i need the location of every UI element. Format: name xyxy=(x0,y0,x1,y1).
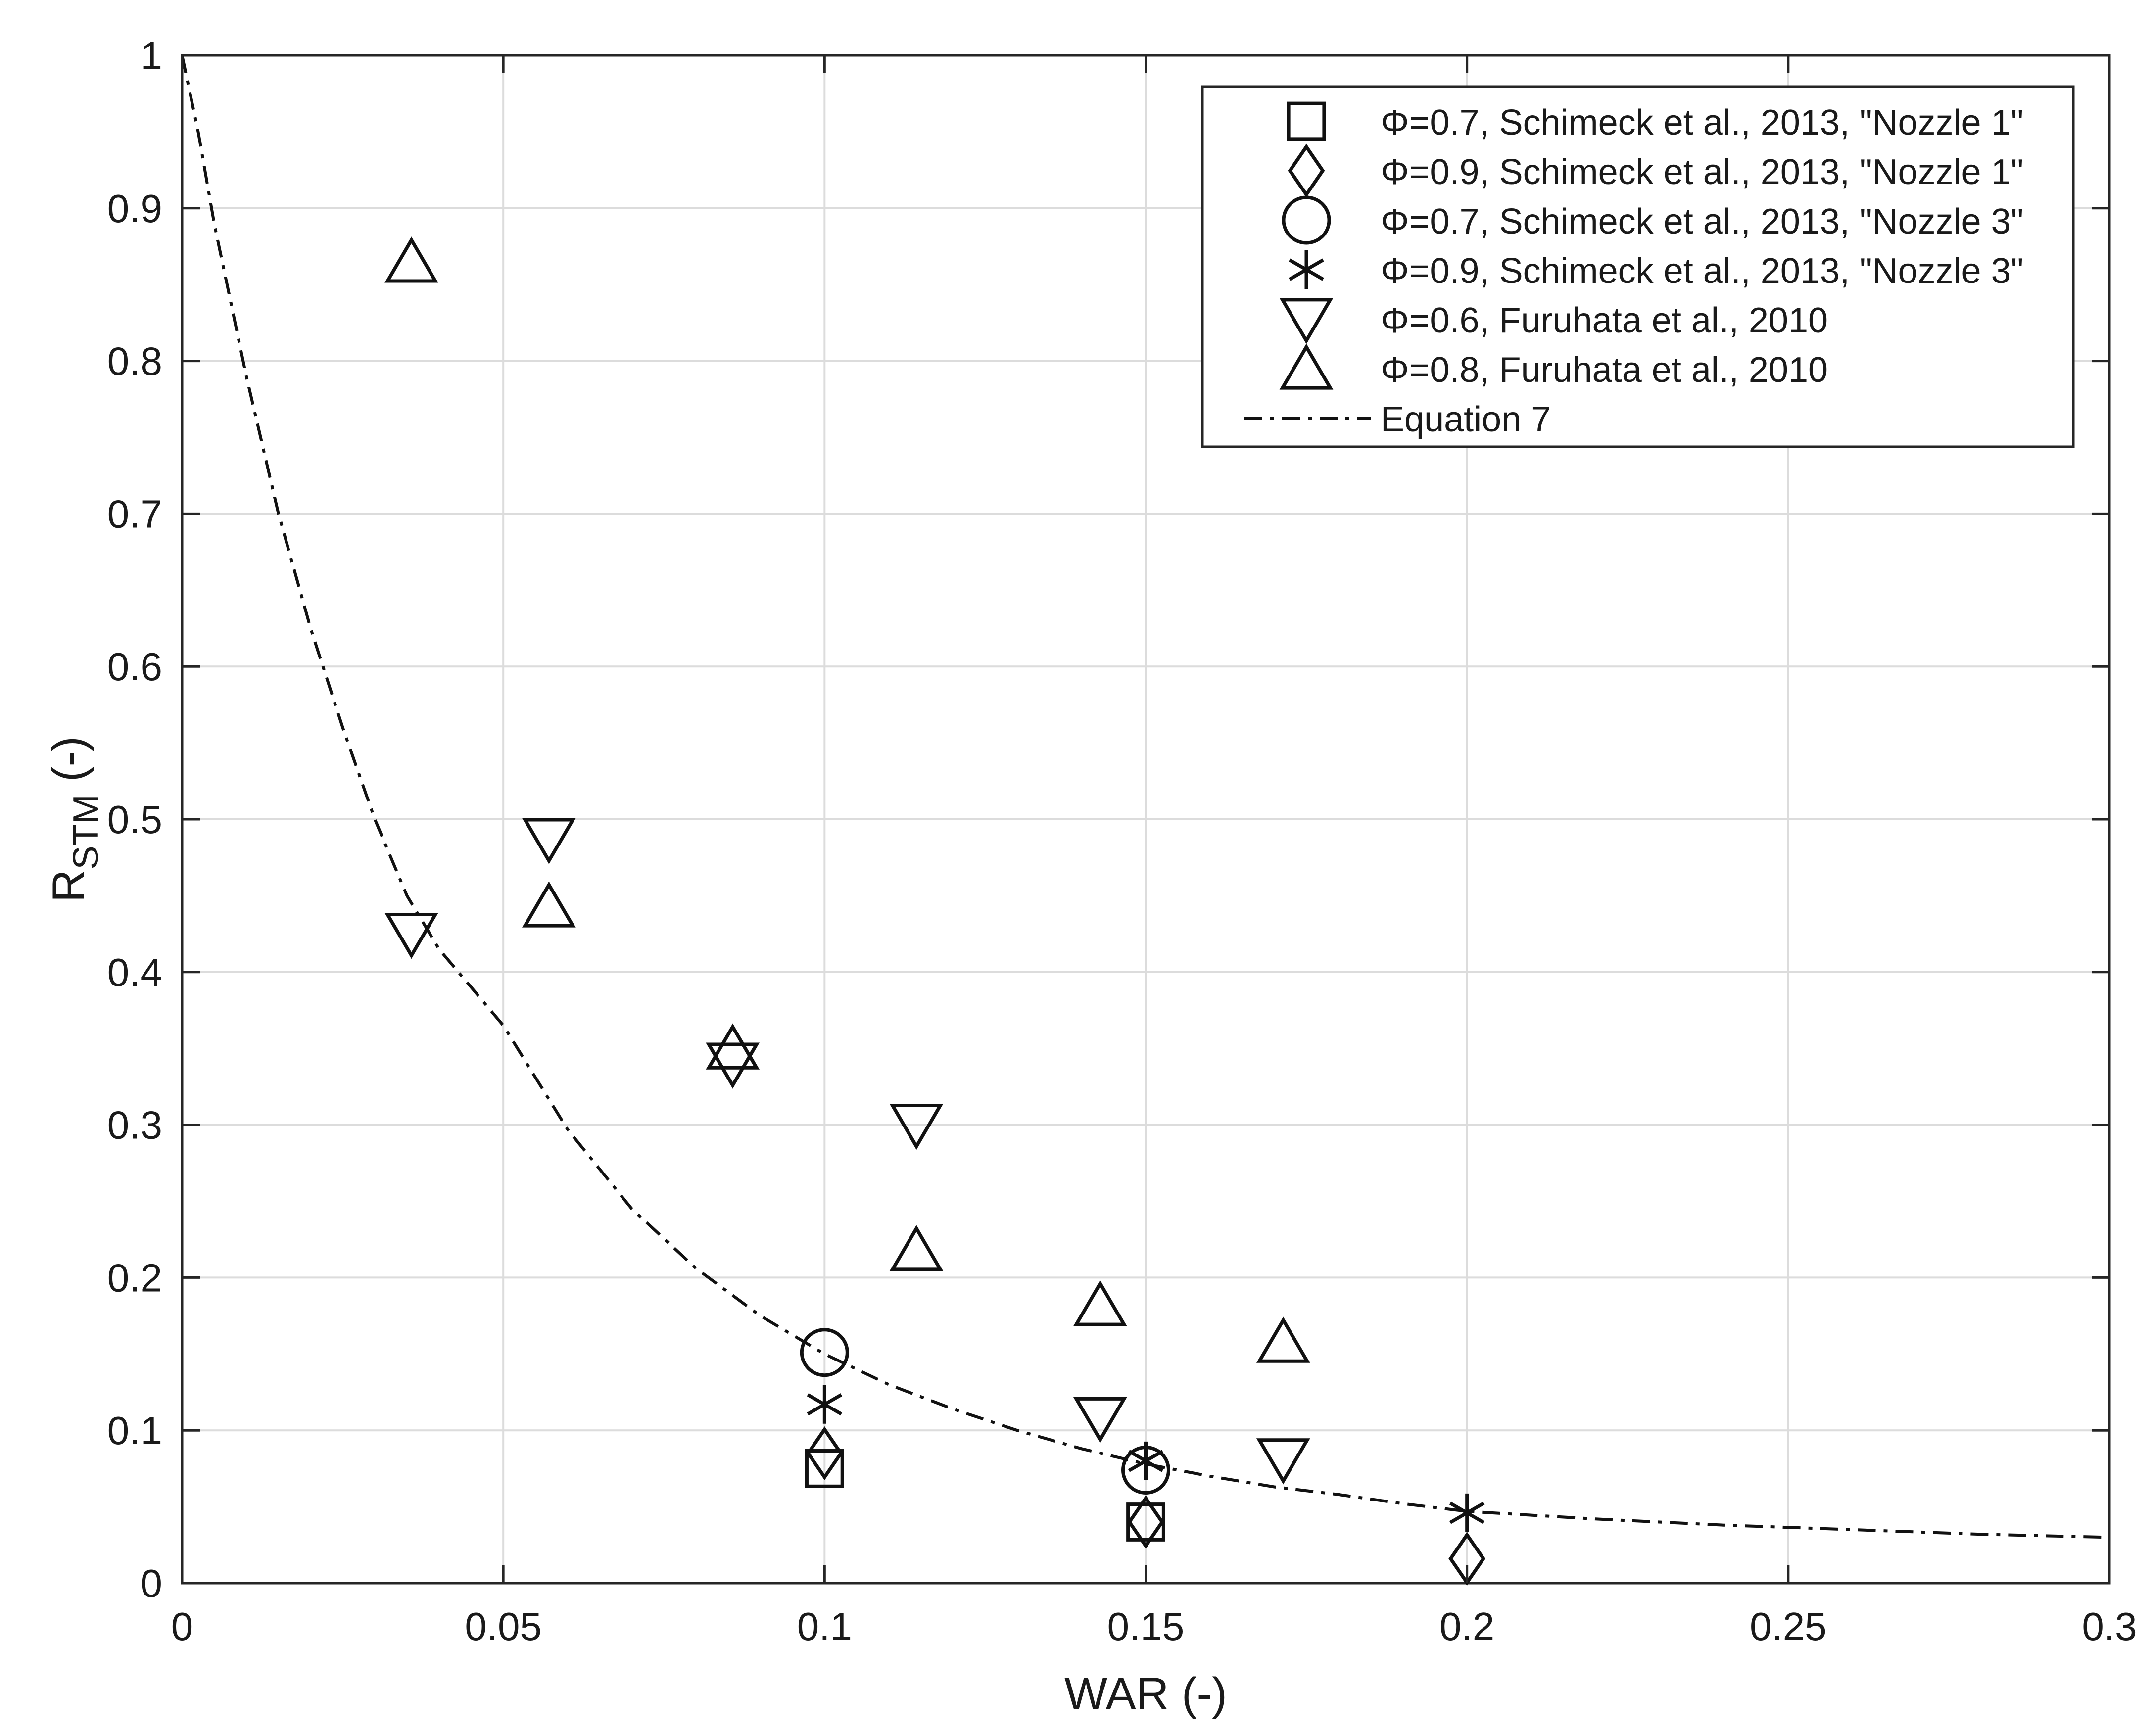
legend-triangle-down-icon xyxy=(1279,298,1334,344)
y-axis-label: RSTM (-) xyxy=(44,736,106,902)
y-tick-label: 1 xyxy=(141,34,163,78)
legend-entry-label: Φ=0.7, Schimeck et al., 2013, "Nozzle 3" xyxy=(1381,202,2023,241)
legend-square-icon xyxy=(1287,101,1326,141)
y-tick-label: 0.5 xyxy=(107,798,162,842)
x-tick-label: 0.2 xyxy=(1439,1604,1494,1648)
legend-asterisk-icon xyxy=(1289,250,1324,289)
legend-entry-label: Φ=0.9, Schimeck et al., 2013, "Nozzle 3" xyxy=(1381,251,2023,291)
triangle-up-point xyxy=(1073,1280,1127,1326)
legend-entry-label: Equation 7 xyxy=(1381,400,1551,439)
y-tick-label: 0 xyxy=(141,1561,163,1605)
triangle-down-point xyxy=(1073,1397,1127,1444)
diamond-point xyxy=(806,1426,843,1481)
x-axis-label: WAR (-) xyxy=(1064,1669,1227,1719)
asterisk-point xyxy=(807,1385,843,1424)
legend-entry-label: Φ=0.7, Schimeck et al., 2013, "Nozzle 1" xyxy=(1381,103,2023,142)
legend-entry-label: Φ=0.8, Furuhata et al., 2010 xyxy=(1381,350,1828,390)
y-tick-label: 0.3 xyxy=(107,1103,162,1147)
equation-7-curve xyxy=(181,55,2110,1539)
x-tick-label: 0.25 xyxy=(1750,1604,1827,1648)
triangle-down-point xyxy=(1256,1438,1310,1485)
y-tick-label: 0.9 xyxy=(107,187,162,231)
triangle-up-point xyxy=(706,1023,760,1070)
y-tick-label: 0.8 xyxy=(107,339,162,383)
triangle-up-point xyxy=(889,1225,944,1271)
diamond-point xyxy=(1127,1495,1164,1549)
y-tick-label: 0.7 xyxy=(107,492,162,536)
triangle-up-point xyxy=(1256,1316,1310,1363)
triangle-down-point xyxy=(706,1042,760,1089)
series-0 xyxy=(805,1449,1165,1542)
triangle-up-point xyxy=(384,236,438,283)
y-tick-label: 0.6 xyxy=(107,645,162,689)
legend-circle-icon xyxy=(1282,195,1331,245)
asterisk-point xyxy=(1449,1493,1485,1533)
x-tick-label: 0.05 xyxy=(465,1604,542,1648)
series-6 xyxy=(181,55,2110,1539)
legend: Φ=0.7, Schimeck et al., 2013, "Nozzle 1"… xyxy=(1201,85,2075,448)
series-4 xyxy=(384,818,1310,1485)
series-5 xyxy=(384,236,1310,1363)
legend-entry-label: Φ=0.6, Furuhata et al., 2010 xyxy=(1381,301,1828,340)
x-tick-label: 0.1 xyxy=(797,1604,852,1648)
legend-diamond-icon xyxy=(1288,143,1325,198)
x-tick-label: 0.15 xyxy=(1107,1604,1185,1648)
triangle-up-point xyxy=(522,881,576,928)
x-tick-label: 0 xyxy=(171,1604,193,1648)
legend-entry-label: Φ=0.9, Schimeck et al., 2013, "Nozzle 1" xyxy=(1381,152,2023,192)
x-tick-label: 0.3 xyxy=(2082,1604,2137,1648)
series-2 xyxy=(800,1328,1170,1495)
y-tick-label: 0.1 xyxy=(107,1408,162,1453)
square-point xyxy=(805,1449,844,1488)
y-tick-label: 0.4 xyxy=(107,950,162,994)
y-tick-label: 0.2 xyxy=(107,1256,162,1300)
legend-triangle-up-icon xyxy=(1279,343,1334,390)
circle-point xyxy=(800,1328,849,1377)
triangle-down-point xyxy=(889,1104,944,1150)
ticks-layer: 0 0.05 0.1 0.15 0.2 0.25 0.3 0 0.1 0.2 0.3 0.4 0.5 0.… xyxy=(107,34,2137,1648)
asterisk-point xyxy=(1128,1441,1164,1481)
triangle-down-point xyxy=(384,913,438,959)
triangle-down-point xyxy=(522,818,576,864)
legend-box xyxy=(1201,85,2075,448)
axis-labels: WAR (-) RSTM (-) xyxy=(44,736,1227,1719)
